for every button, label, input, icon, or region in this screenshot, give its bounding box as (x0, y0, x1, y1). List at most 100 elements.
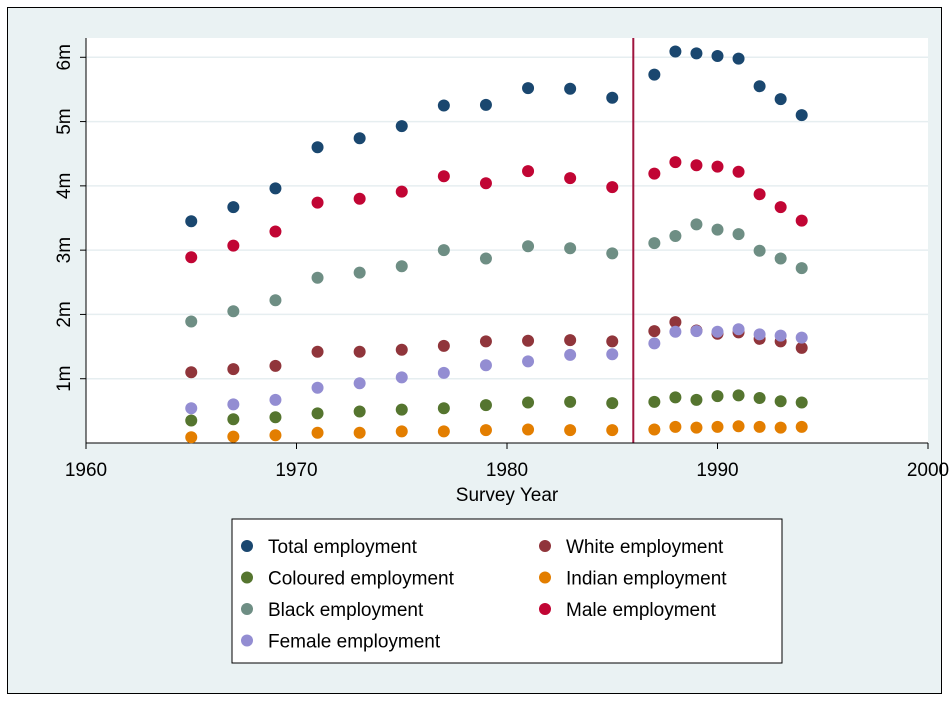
data-point (711, 325, 724, 338)
data-point (522, 423, 535, 436)
data-point (648, 325, 661, 338)
x-axis-title: Survey Year (456, 485, 559, 506)
data-point (711, 420, 724, 433)
data-point (311, 271, 324, 284)
data-point (690, 218, 703, 231)
data-point (564, 242, 577, 255)
legend-label: Male employment (566, 600, 717, 621)
data-point (690, 325, 703, 338)
data-point (395, 403, 408, 416)
data-point (669, 391, 682, 404)
data-point (311, 345, 324, 358)
data-point (269, 411, 282, 424)
data-point (522, 165, 535, 178)
legend-box (231, 518, 783, 664)
data-point (437, 244, 450, 257)
data-point (564, 395, 577, 408)
data-point (753, 328, 766, 341)
data-point (353, 377, 366, 390)
data-point (522, 396, 535, 409)
data-point (564, 82, 577, 95)
data-point (795, 341, 808, 354)
x-tick-label: 1960 (65, 460, 107, 481)
data-point (690, 47, 703, 60)
legend-label: Coloured employment (268, 569, 455, 590)
x-tick-label: 1990 (696, 460, 738, 481)
legend-marker (539, 540, 551, 552)
legend-marker (539, 603, 551, 615)
data-point (732, 52, 745, 65)
data-point (522, 82, 535, 95)
data-point (353, 345, 366, 358)
data-point (269, 359, 282, 372)
data-point (227, 201, 240, 214)
data-point (437, 339, 450, 352)
data-point (669, 325, 682, 338)
data-point (711, 390, 724, 403)
data-point (185, 215, 198, 228)
data-point (227, 413, 240, 426)
data-point (479, 98, 492, 111)
data-point (564, 424, 577, 437)
data-point (690, 159, 703, 172)
data-point (669, 45, 682, 58)
data-point (311, 407, 324, 420)
data-point (753, 188, 766, 201)
data-point (185, 315, 198, 328)
data-point (669, 156, 682, 169)
data-point (606, 247, 619, 260)
data-point (185, 366, 198, 379)
y-tick-label: 2m (54, 301, 75, 327)
data-point (311, 196, 324, 209)
data-point (185, 251, 198, 264)
data-point (606, 91, 619, 104)
data-point (732, 165, 745, 178)
legend-marker (241, 540, 253, 552)
data-point (395, 260, 408, 273)
data-point (606, 335, 619, 348)
data-point (479, 177, 492, 190)
data-point (711, 160, 724, 173)
data-point (753, 80, 766, 93)
data-point (564, 334, 577, 347)
data-point (353, 192, 366, 205)
data-point (311, 141, 324, 154)
data-point (269, 429, 282, 442)
data-point (669, 230, 682, 242)
data-point (774, 252, 787, 265)
data-point (669, 420, 682, 433)
data-point (311, 381, 324, 394)
data-point (479, 252, 492, 265)
legend-marker (539, 571, 551, 584)
data-point (395, 425, 408, 438)
legend-label: Female employment (268, 632, 441, 653)
y-tick-label: 3m (54, 237, 75, 263)
legend-label: Indian employment (566, 569, 727, 590)
data-point (437, 402, 450, 415)
data-point (564, 172, 577, 185)
legend-marker (241, 603, 253, 615)
data-point (606, 348, 619, 361)
data-point (269, 393, 282, 406)
data-point (479, 424, 492, 437)
data-point (795, 109, 808, 122)
data-point (753, 244, 766, 257)
data-point (227, 398, 240, 411)
data-point (353, 405, 366, 418)
data-point (606, 424, 619, 437)
data-point (774, 421, 787, 434)
data-point (479, 399, 492, 412)
x-tick-label: 2000 (907, 460, 949, 481)
legend-label: Total employment (268, 537, 418, 558)
data-point (522, 334, 535, 347)
data-point (227, 430, 240, 443)
data-point (395, 185, 408, 198)
legend: Total employment White employment Coloured… (241, 537, 727, 653)
data-point (648, 68, 661, 81)
data-point (774, 201, 787, 214)
data-point (227, 239, 240, 252)
data-point (269, 182, 282, 195)
data-point (648, 237, 661, 250)
